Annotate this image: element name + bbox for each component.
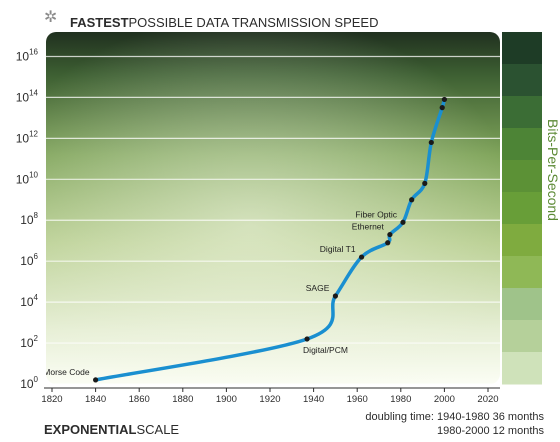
x-axis-ticks: 1820 1840 1860 1880 1900 1920 1940 1960 1980 2000… (41, 388, 499, 405)
x-tick-label: 1920 (259, 394, 280, 405)
title-bold: FASTEST (70, 15, 129, 30)
y-tick-label: 108 (20, 211, 38, 227)
x-tick-label: 1860 (129, 394, 150, 405)
legend-swatch (502, 128, 542, 161)
legend-swatch (502, 32, 542, 65)
data-point (332, 293, 338, 299)
legend-swatch (502, 96, 542, 129)
point-label: Ethernet (352, 222, 385, 232)
legend-swatch (502, 256, 542, 289)
legend-swatch (502, 64, 542, 97)
point-label: Morse Code (43, 367, 90, 377)
data-point (358, 254, 365, 260)
x-tick-label: 1980 (390, 394, 411, 405)
legend-swatch (502, 192, 542, 225)
x-tick-label: 1940 (303, 394, 324, 405)
scale-caption: EXPONENTIALSCALE (44, 422, 179, 437)
legend-swatch (502, 320, 542, 353)
x-tick-label: 1840 (85, 394, 106, 405)
point-label: Fiber Optic (355, 209, 397, 219)
doubling-time-line2: 1980-2000 12 months (437, 425, 545, 437)
x-tick-label: 2000 (434, 394, 455, 405)
y-axis-label: Bits-Per-Second (545, 119, 560, 221)
point-label: SAGE (306, 283, 330, 293)
x-tick-label: 1880 (172, 394, 193, 405)
title-rest: POSSIBLE DATA TRANSMISSION SPEED (129, 15, 379, 30)
y-tick-label: 106 (20, 252, 38, 268)
y-axis-ticks: 100 102 104 106 108 1010 1012 1014 1016 (16, 47, 39, 391)
legend-swatch (502, 224, 542, 257)
x-tick-label: 1900 (216, 394, 237, 405)
y-tick-label: 1012 (16, 129, 39, 145)
chart-title: FASTESTPOSSIBLE DATA TRANSMISSION SPEED (70, 15, 378, 30)
data-points (93, 96, 447, 383)
x-tick-label: 1960 (347, 394, 368, 405)
legend-swatch (502, 160, 542, 193)
y-tick-label: 1014 (16, 88, 39, 104)
y-tick-label: 100 (20, 375, 38, 391)
data-point (428, 139, 434, 146)
y-tick-label: 1010 (16, 170, 39, 186)
x-tick-label: 2020 (477, 394, 498, 405)
data-point (387, 231, 393, 238)
plot-glow (46, 32, 500, 384)
y-tick-label: 104 (20, 293, 38, 309)
data-point (400, 219, 406, 225)
grid-lines (46, 55, 500, 384)
scale-rest: SCALE (136, 422, 179, 437)
x-tick-label: 1820 (41, 394, 62, 405)
scale-bold: EXPONENTIAL (44, 422, 137, 437)
data-point (409, 197, 415, 203)
doubling-time-line1: doubling time: 1940-1980 36 months (365, 411, 544, 423)
data-point (439, 105, 445, 111)
color-legend-bar (502, 32, 542, 385)
y-tick-label: 102 (20, 334, 38, 350)
plot-area: Morse Code Digital/PCM SAGE Digital T1 Ether… (43, 32, 500, 384)
data-point (93, 377, 99, 383)
data-point (385, 240, 391, 246)
y-tick-label: 1016 (16, 47, 39, 63)
point-labels: Morse Code Digital/PCM SAGE Digital T1 Ether… (43, 209, 398, 377)
sparkle-icon: ✲ (44, 7, 57, 26)
data-point (304, 336, 310, 342)
point-label: Digital T1 (320, 244, 356, 254)
legend-swatch (502, 288, 542, 321)
legend-swatch (502, 352, 542, 385)
point-label: Digital/PCM (303, 345, 348, 355)
data-point (422, 180, 428, 186)
data-point (441, 96, 447, 103)
